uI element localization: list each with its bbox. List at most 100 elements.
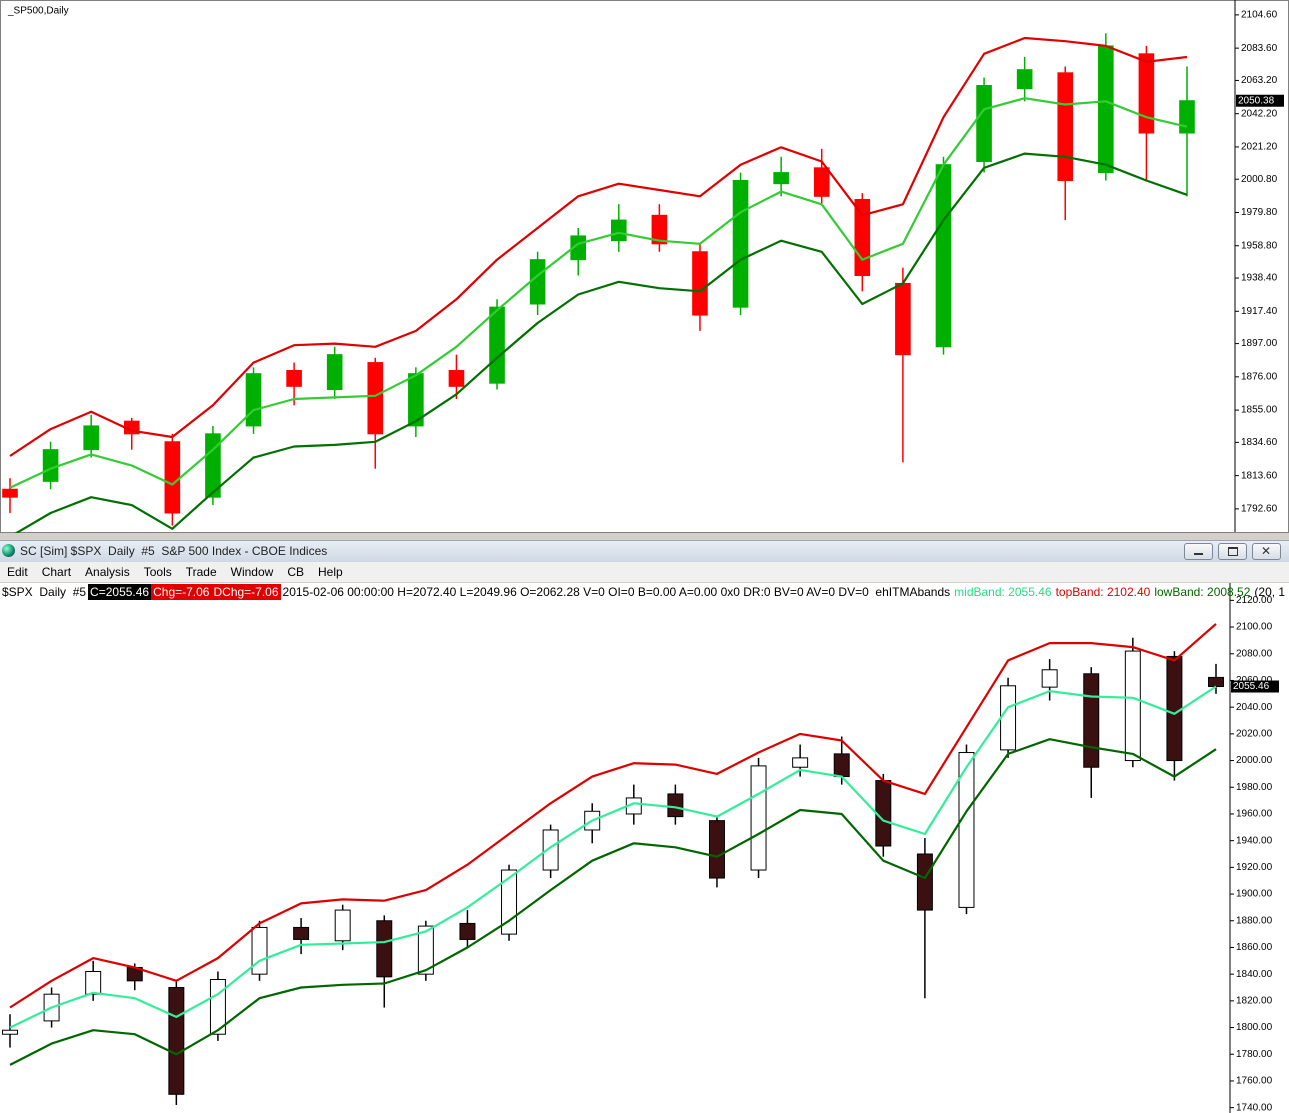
y-tick-label: 1897.00: [1241, 338, 1278, 349]
candle-body: [1138, 53, 1155, 134]
y-tick-label: 1813.60: [1241, 470, 1278, 481]
candle-body: [209, 978, 226, 1035]
band-line: [9, 97, 1188, 489]
candle-body: [2, 488, 18, 498]
y-tick-label: 1979.80: [1241, 207, 1278, 218]
menu-item[interactable]: CB: [287, 565, 304, 579]
y-tick-label: 1917.40: [1241, 306, 1278, 317]
candle-body: [667, 793, 684, 818]
candle-body: [42, 449, 59, 482]
candle-body: [958, 752, 975, 908]
info-close: C=2055.46: [88, 584, 152, 600]
y-tick-label: 2040.00: [1236, 702, 1273, 713]
y-tick-label: 1876.00: [1241, 371, 1278, 382]
chart-title: _SP500,Daily: [7, 6, 69, 17]
y-tick-label: 1855.00: [1241, 405, 1278, 416]
y-tick-label: 1740.00: [1236, 1102, 1273, 1113]
candle-body: [895, 282, 911, 356]
candle-body: [1057, 72, 1074, 181]
window-title: SC [Sim] $SPX Daily #5 S&P 500 Index - C…: [20, 544, 328, 558]
info-params: (20, 1: [1254, 585, 1286, 599]
y-tick-label: 2000.00: [1236, 755, 1273, 766]
y-tick-label: 2020.00: [1236, 728, 1273, 739]
candle-body: [542, 829, 559, 871]
candle-body: [1098, 45, 1114, 174]
candle-body: [1041, 669, 1058, 688]
y-tick-label: 2063.20: [1241, 75, 1278, 86]
candle-body: [1179, 100, 1195, 134]
info-mid-band: midBand: 2055.46: [954, 585, 1052, 599]
candle-body: [205, 433, 221, 498]
menu-item[interactable]: Edit: [7, 565, 28, 579]
minimize-button[interactable]: [1184, 543, 1213, 560]
menu-item[interactable]: Trade: [185, 565, 217, 579]
info-top-band: topBand: 2102.40: [1055, 585, 1151, 599]
maximize-button[interactable]: [1218, 543, 1247, 560]
y-tick-label: 2104.60: [1241, 10, 1278, 21]
menu-item[interactable]: Help: [318, 565, 343, 579]
candle-body: [1000, 685, 1017, 751]
y-tick-label: 1800.00: [1236, 1022, 1273, 1033]
y-tick-label: 1834.60: [1241, 437, 1278, 448]
band-line: [9, 685, 1217, 1029]
window-title-bar: SC [Sim] $SPX Daily #5 S&P 500 Index - C…: [0, 540, 1289, 562]
y-tick-label: 2100.00: [1236, 622, 1273, 633]
candle-body: [245, 373, 262, 427]
candle-body: [417, 925, 434, 975]
menu-item[interactable]: Window: [230, 565, 274, 579]
menu-item[interactable]: Tools: [143, 565, 172, 579]
candle-body: [376, 920, 393, 978]
candle-body: [1124, 650, 1141, 762]
y-tick-label: 1958.80: [1241, 240, 1278, 251]
info-details: 2015-02-06 00:00:00 H=2072.40 L=2049.96 …: [282, 585, 951, 599]
price-tag: [1231, 680, 1279, 693]
y-tick-label: 2000.80: [1241, 174, 1278, 185]
candle-body: [916, 853, 933, 911]
candle-body: [448, 370, 465, 387]
sc-chart: 2120.002100.002080.002060.002040.002020.…: [0, 583, 1289, 1113]
candle-body: [1016, 69, 1033, 90]
y-tick-label: 2042.20: [1241, 108, 1278, 119]
candle-body: [85, 970, 102, 995]
band-line: [9, 738, 1217, 1066]
y-tick-label: 1880.00: [1236, 915, 1273, 926]
candle-body: [813, 167, 830, 197]
candle-body: [854, 199, 871, 276]
close-button[interactable]: ✕: [1252, 543, 1281, 560]
candle-body: [792, 757, 809, 768]
candle-body: [708, 820, 725, 879]
candle-body: [489, 306, 505, 384]
band-line: [9, 36, 1188, 457]
menu-item[interactable]: Analysis: [85, 565, 130, 579]
candle-body: [732, 180, 749, 308]
candle-body: [833, 753, 850, 778]
y-tick-label: 1780.00: [1236, 1049, 1273, 1060]
info-line: $SPX Daily #5 C=2055.46 Chg=-7.06 DChg=-…: [0, 584, 1287, 600]
info-symbol: $SPX Daily #5: [2, 585, 87, 599]
candle-body: [750, 765, 767, 871]
y-tick-label: 1940.00: [1236, 835, 1273, 846]
y-tick-label: 1960.00: [1236, 809, 1273, 820]
candle-body: [164, 441, 181, 514]
candle-body: [976, 85, 992, 162]
y-tick-label: 2080.00: [1236, 648, 1273, 659]
y-tick-label: 1980.00: [1236, 782, 1273, 793]
candle-body: [367, 362, 384, 435]
y-tick-label: 1900.00: [1236, 889, 1273, 900]
menu-bar: Edit Chart Analysis Tools Trade Window CB Help: [0, 562, 1289, 582]
candle-body: [692, 251, 708, 316]
price-tag-label: 2055.46: [1233, 681, 1270, 692]
y-tick-label: 2120.00: [1236, 595, 1273, 606]
mt4-chart: _SP500,Daily 2104.60 2083.60 2063.20 2042.2…: [0, 0, 1289, 533]
y-tick-label: 2021.20: [1241, 142, 1278, 153]
menu-item[interactable]: Chart: [41, 565, 72, 579]
price-tag: [1236, 94, 1284, 107]
info-daily-change: DChg=-7.06: [211, 584, 281, 600]
info-low-band: lowBand: 2008.52: [1154, 585, 1251, 599]
candle-body: [1083, 673, 1100, 768]
y-tick-label: 1760.00: [1236, 1076, 1273, 1087]
y-tick-label: 1938.40: [1241, 273, 1278, 284]
candle-body: [286, 370, 302, 387]
candle-body: [610, 219, 627, 242]
